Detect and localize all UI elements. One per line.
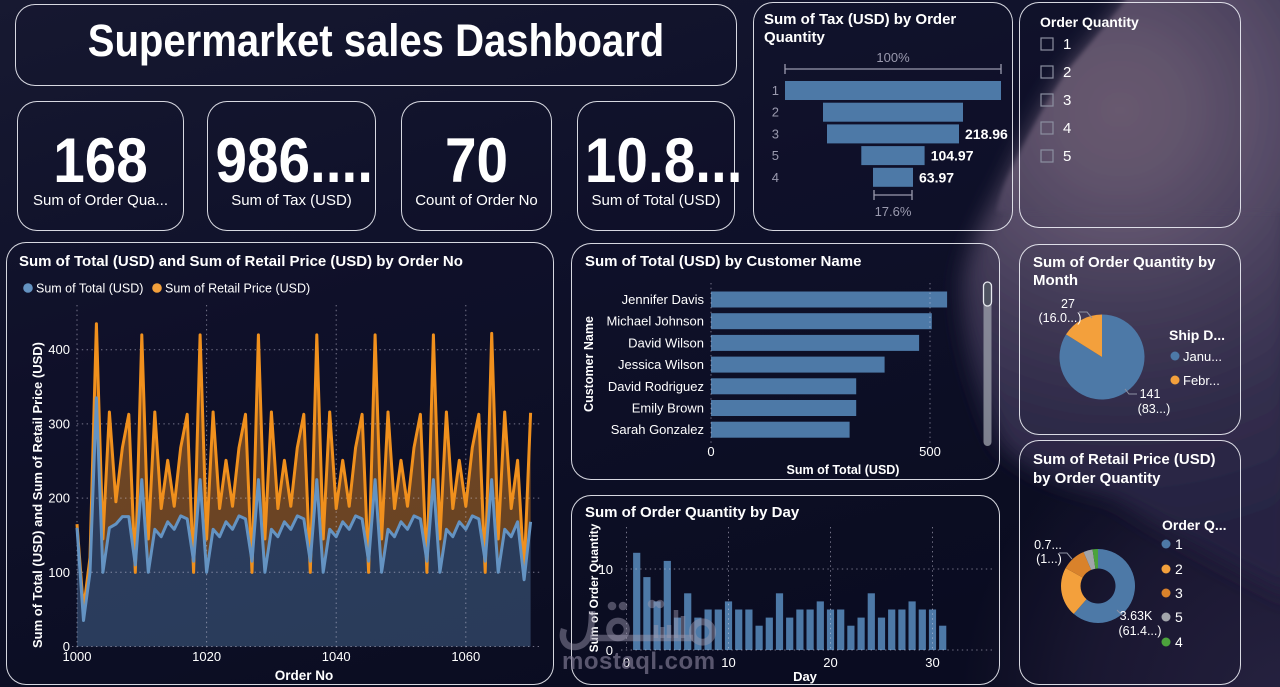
svg-text:Sum of Total (USD): Sum of Total (USD) — [36, 282, 143, 296]
svg-text:100%: 100% — [876, 50, 910, 65]
svg-text:400: 400 — [48, 342, 70, 357]
svg-text:1: 1 — [1063, 36, 1071, 53]
svg-text:Day: Day — [793, 669, 818, 684]
svg-text:200: 200 — [48, 491, 70, 506]
svg-text:104.97: 104.97 — [931, 148, 974, 164]
svg-text:(83...): (83...) — [1138, 402, 1171, 416]
svg-text:0.7...: 0.7... — [1034, 538, 1062, 552]
svg-text:Janu...: Janu... — [1183, 349, 1222, 364]
svg-text:10: 10 — [721, 655, 735, 670]
svg-text:218.96: 218.96 — [965, 126, 1008, 142]
svg-text:3: 3 — [1063, 92, 1071, 109]
svg-text:63.97: 63.97 — [919, 169, 954, 185]
svg-text:5: 5 — [1063, 148, 1071, 165]
svg-text:(16.0...): (16.0...) — [1038, 311, 1081, 325]
svg-text:27: 27 — [1061, 297, 1075, 311]
svg-text:30: 30 — [925, 655, 939, 670]
svg-text:Order No: Order No — [275, 668, 334, 683]
svg-text:Sum of Retail Price (USD): Sum of Retail Price (USD) — [165, 282, 310, 296]
svg-text:0: 0 — [707, 444, 714, 459]
svg-text:by Order Quantity: by Order Quantity — [1033, 470, 1161, 487]
svg-text:1040: 1040 — [322, 649, 351, 664]
svg-text:20: 20 — [823, 655, 837, 670]
svg-text:1060: 1060 — [451, 649, 480, 664]
svg-text:1020: 1020 — [192, 649, 221, 664]
svg-text:4: 4 — [1063, 120, 1071, 137]
svg-text:1: 1 — [772, 83, 779, 98]
svg-text:10: 10 — [599, 562, 613, 577]
svg-text:1: 1 — [1175, 536, 1183, 552]
svg-text:0: 0 — [63, 639, 70, 654]
svg-text:Sum of Order Quantity by Day: Sum of Order Quantity by Day — [585, 504, 800, 521]
svg-text:0: 0 — [606, 643, 613, 658]
svg-text:Sum of Order Quantity: Sum of Order Quantity — [587, 523, 601, 652]
svg-text:Febr...: Febr... — [1183, 373, 1220, 388]
svg-text:Sum of Tax (USD) by Order: Sum of Tax (USD) by Order — [764, 11, 956, 28]
svg-text:Jessica Wilson: Jessica Wilson — [618, 357, 704, 372]
svg-text:2: 2 — [1063, 64, 1071, 81]
svg-text:Sum of Total (USD) and Sum of: Sum of Total (USD) and Sum of Retail Pri… — [19, 253, 463, 270]
svg-text:Sum of Order Quantity by: Sum of Order Quantity by — [1033, 254, 1216, 271]
svg-text:David Wilson: David Wilson — [628, 335, 704, 350]
svg-text:Sum of Total (USD) by Customer: Sum of Total (USD) by Customer Name — [585, 253, 861, 270]
svg-text:1000: 1000 — [63, 649, 92, 664]
svg-text:Order Quantity: Order Quantity — [1040, 14, 1139, 30]
svg-text:Ship D...: Ship D... — [1169, 327, 1225, 343]
svg-text:3: 3 — [772, 126, 779, 141]
svg-text:(61.4...): (61.4...) — [1118, 624, 1161, 638]
svg-text:(1...): (1...) — [1036, 552, 1062, 566]
svg-text:4: 4 — [1175, 634, 1183, 650]
svg-text:5: 5 — [1175, 609, 1183, 625]
svg-text:4: 4 — [772, 170, 779, 185]
svg-text:Customer Name: Customer Name — [582, 316, 596, 412]
svg-text:17.6%: 17.6% — [875, 204, 912, 219]
svg-text:141: 141 — [1140, 387, 1161, 401]
svg-text:Order Q...: Order Q... — [1162, 517, 1227, 533]
svg-text:mostaql.com: mostaql.com — [562, 648, 716, 675]
svg-text:Quantity: Quantity — [764, 29, 825, 46]
svg-text:3: 3 — [1175, 585, 1183, 601]
svg-text:2: 2 — [772, 105, 779, 120]
svg-text:Sarah Gonzalez: Sarah Gonzalez — [611, 422, 704, 437]
svg-text:5: 5 — [772, 148, 779, 163]
svg-text:0: 0 — [623, 655, 630, 670]
svg-text:500: 500 — [919, 444, 941, 459]
svg-text:100: 100 — [48, 565, 70, 580]
svg-text:Month: Month — [1033, 272, 1078, 289]
svg-text:Sum of Total (USD) and Sum of: Sum of Total (USD) and Sum of Retail Pri… — [30, 342, 45, 648]
svg-text:3.63K: 3.63K — [1120, 609, 1153, 623]
svg-text:Emily Brown: Emily Brown — [632, 401, 704, 416]
svg-text:2: 2 — [1175, 561, 1183, 577]
svg-text:Sum of Total (USD): Sum of Total (USD) — [787, 463, 900, 477]
svg-text:Jennifer Davis: Jennifer Davis — [622, 292, 705, 307]
svg-text:Sum of Retail Price (USD): Sum of Retail Price (USD) — [1033, 451, 1216, 468]
svg-text:300: 300 — [48, 416, 70, 431]
svg-text:Michael Johnson: Michael Johnson — [606, 314, 704, 329]
svg-text:David Rodriguez: David Rodriguez — [608, 379, 704, 394]
